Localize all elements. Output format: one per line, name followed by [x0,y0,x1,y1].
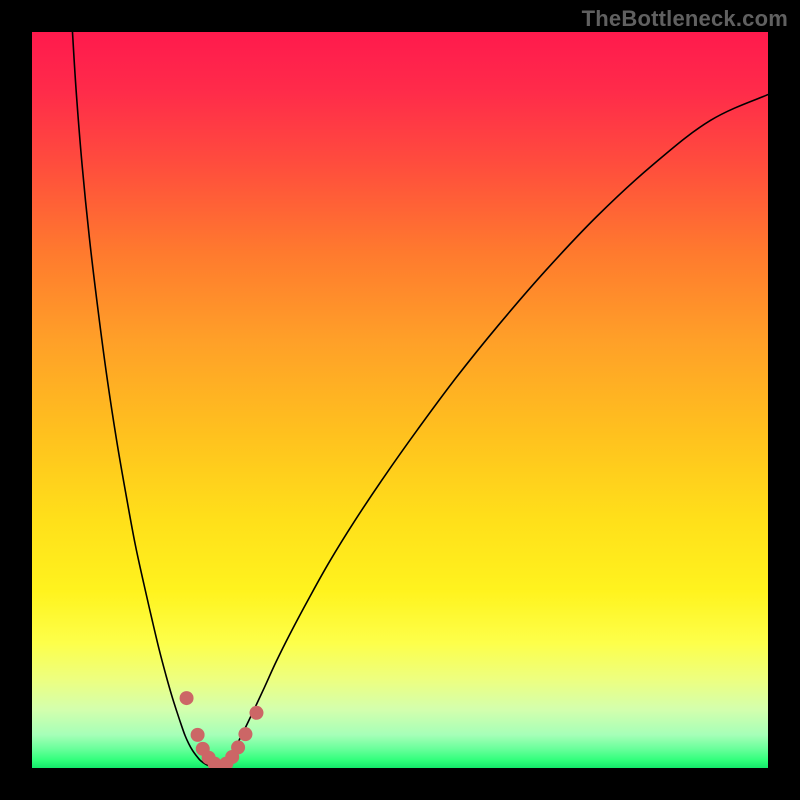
trough-marker [231,740,245,754]
trough-marker [180,691,194,705]
trough-marker [249,706,263,720]
gradient-background [32,32,768,768]
plot-area [32,32,768,768]
trough-marker [191,728,205,742]
trough-marker [238,727,252,741]
plot-svg [32,32,768,768]
watermark-text: TheBottleneck.com [582,6,788,32]
chart-container: TheBottleneck.com [0,0,800,800]
